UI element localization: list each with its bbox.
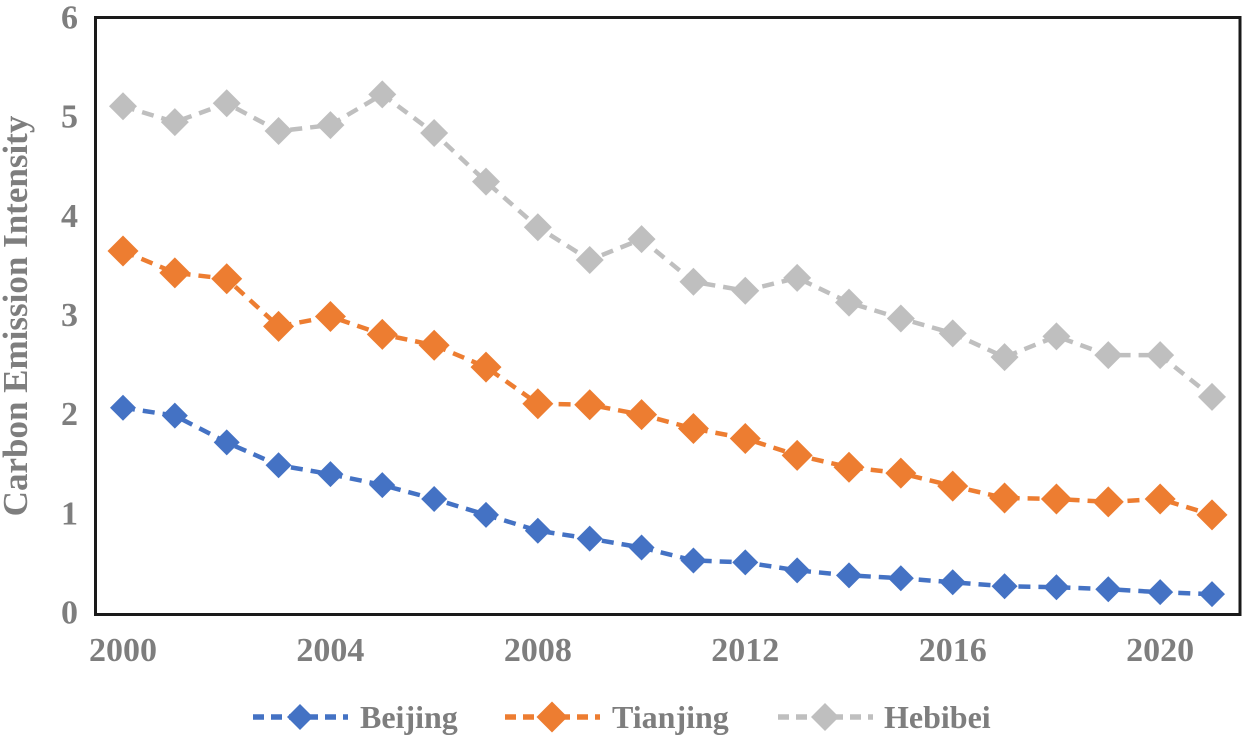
legend-label-tianjing: Tianjing	[612, 699, 729, 735]
data-point-tianjing-2010	[626, 399, 658, 431]
data-point-tianjing-2007	[470, 351, 502, 383]
x-tick-label: 2020	[1126, 632, 1194, 669]
y-tick-label: 3	[61, 297, 78, 334]
data-point-hebibei-2013	[783, 263, 812, 292]
data-point-tianjing-2011	[677, 413, 709, 445]
data-point-tianjing-2006	[418, 329, 450, 361]
data-point-hebibei-2008	[523, 213, 552, 242]
x-tick-label: 2012	[711, 632, 779, 669]
data-point-beijing-2015	[887, 565, 914, 592]
x-tick-label: 2016	[919, 632, 987, 669]
data-point-beijing-2008	[524, 517, 551, 544]
data-point-tianjing-2008	[522, 388, 554, 420]
data-point-beijing-2013	[784, 557, 811, 584]
data-point-beijing-2021	[1199, 581, 1225, 608]
data-point-hebibei-2020	[1146, 341, 1175, 370]
data-point-beijing-2020	[1147, 579, 1174, 606]
data-point-tianjing-2021	[1196, 499, 1228, 531]
data-point-tianjing-2020	[1144, 483, 1176, 515]
data-point-beijing-2016	[939, 569, 966, 596]
data-point-beijing-2019	[1095, 576, 1122, 603]
data-point-tianjing-2013	[781, 439, 813, 471]
data-point-beijing-2007	[473, 501, 499, 528]
data-point-beijing-2011	[680, 547, 707, 574]
data-point-hebibei-2001	[160, 108, 189, 137]
data-point-hebibei-2016	[938, 319, 967, 348]
data-point-tianjing-2004	[314, 300, 346, 332]
data-point-tianjing-2016	[937, 470, 969, 502]
data-point-tianjing-2005	[366, 318, 398, 350]
y-axis-title: Carbon Emission Intensity	[0, 115, 35, 516]
data-point-beijing-2018	[1043, 574, 1070, 601]
data-point-tianjing-2019	[1092, 486, 1124, 518]
data-point-beijing-2002	[213, 429, 240, 456]
x-tick-label: 2004	[296, 632, 364, 669]
y-tick-label: 0	[61, 595, 78, 632]
data-point-tianjing-2015	[885, 457, 917, 489]
y-tick-label: 6	[61, 0, 78, 37]
data-point-beijing-2010	[628, 534, 655, 561]
data-point-beijing-2017	[991, 573, 1018, 600]
plot-area-border	[94, 16, 1242, 616]
data-point-beijing-2006	[421, 485, 448, 512]
data-point-hebibei-2009	[575, 245, 604, 274]
data-point-hebibei-2006	[420, 119, 449, 148]
legend-label-beijing: Beijing	[360, 699, 458, 735]
data-point-hebibei-2015	[886, 304, 915, 333]
y-tick-label: 2	[61, 396, 78, 433]
legend-marker-tianjing	[536, 701, 568, 733]
data-point-tianjing-2001	[159, 257, 191, 289]
legend-marker-hebibei	[811, 703, 839, 731]
data-point-tianjing-2012	[729, 422, 761, 454]
data-point-hebibei-2021	[1198, 382, 1226, 411]
data-point-tianjing-2009	[574, 389, 606, 421]
series-line-beijing	[122, 405, 1213, 597]
data-point-tianjing-2000	[107, 235, 139, 267]
data-point-beijing-2000	[110, 394, 136, 421]
x-tick-label: 2008	[504, 632, 572, 669]
data-point-beijing-2003	[265, 452, 292, 479]
data-point-hebibei-2004	[316, 111, 345, 140]
data-point-hebibei-2007	[472, 167, 500, 196]
x-tick-label: 2000	[89, 632, 157, 669]
data-point-hebibei-2002	[212, 89, 241, 118]
data-point-hebibei-2017	[990, 343, 1019, 372]
y-tick-label: 1	[61, 495, 78, 532]
data-point-hebibei-2000	[109, 92, 137, 121]
data-point-beijing-2014	[836, 562, 862, 589]
y-tick-label: 4	[61, 198, 78, 235]
legend-marker-beijing	[287, 704, 313, 730]
data-point-hebibei-2012	[731, 276, 760, 305]
data-point-hebibei-2005	[368, 80, 397, 109]
data-point-hebibei-2019	[1094, 341, 1123, 370]
series-line-hebibei	[122, 91, 1214, 399]
data-point-beijing-2012	[732, 549, 759, 576]
data-point-beijing-2004	[317, 461, 344, 488]
data-point-tianjing-2003	[263, 310, 295, 342]
data-point-beijing-2001	[161, 402, 188, 429]
data-point-tianjing-2002	[211, 263, 243, 295]
y-tick-label: 5	[61, 99, 78, 136]
data-point-beijing-2005	[369, 472, 396, 499]
data-point-hebibei-2018	[1042, 322, 1071, 351]
series-line-tianjing	[122, 248, 1213, 517]
data-point-beijing-2009	[576, 525, 603, 552]
data-point-hebibei-2003	[264, 117, 293, 146]
data-point-hebibei-2014	[835, 288, 863, 317]
data-point-hebibei-2011	[679, 267, 708, 296]
data-point-tianjing-2018	[1040, 483, 1072, 515]
data-point-hebibei-2010	[627, 225, 656, 254]
data-point-tianjing-2017	[989, 482, 1021, 514]
legend-label-hebibei: Hebibei	[884, 699, 991, 735]
data-point-tianjing-2014	[833, 451, 865, 483]
